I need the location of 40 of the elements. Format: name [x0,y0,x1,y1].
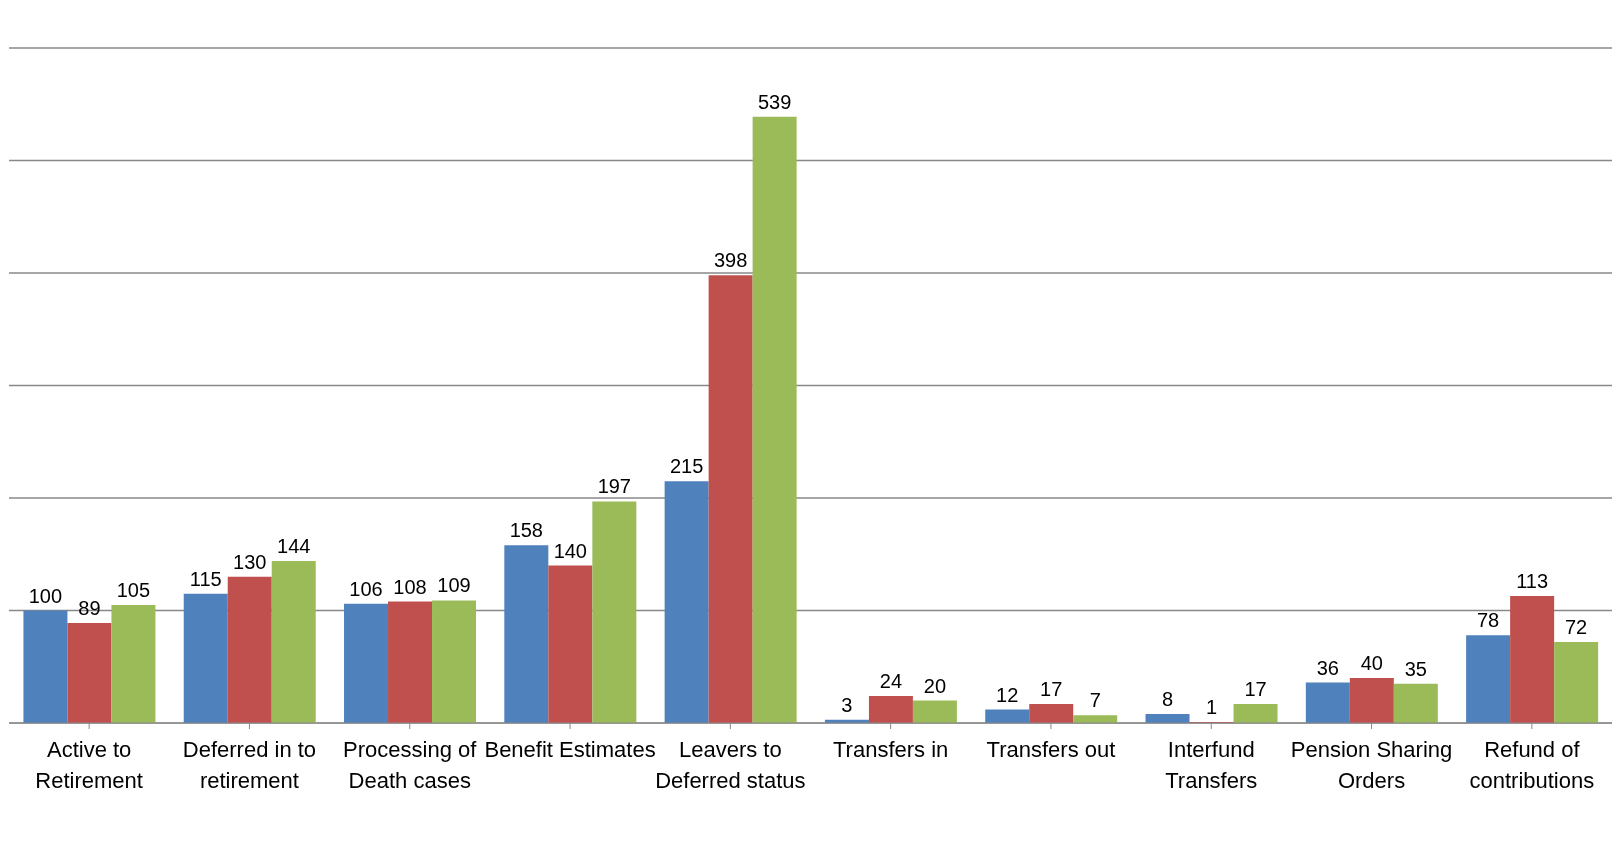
x-tick-label: Deferred in to retirement [182,737,317,793]
data-label: 7 [1089,689,1101,712]
data-label: 113 [1516,569,1549,592]
data-label: 40 [1360,652,1383,674]
data-label: 130 [233,550,267,573]
data-label: 140 [553,539,588,562]
data-label: 17 [1040,677,1063,700]
x-tick-label: Interfund Transfers [1165,737,1258,793]
x-tick-label: Transfers in [832,737,949,762]
data-label: 3 [841,693,853,716]
x-tick-label: Processing of Death cases [343,737,478,793]
data-label: 398 [713,249,748,272]
data-label: 78 [1477,609,1500,632]
data-label: 197 [597,475,632,498]
x-tick-label: Refund of contributions [1469,737,1595,793]
data-label: 144 [277,535,311,557]
x-tick-label: Benefit Estimates [484,737,656,762]
data-label: 105 [116,578,151,601]
data-label: 12 [996,683,1019,706]
x-tick-label: Transfers out [986,737,1116,762]
data-label: 36 [1316,656,1339,679]
data-label: 100 [28,584,63,607]
data-label: 35 [1404,657,1427,680]
data-label: 115 [189,567,222,590]
data-label: 106 [349,577,383,600]
data-label: 108 [393,575,427,598]
x-tick-label: Leavers to Deferred status [655,737,806,793]
data-label: 17 [1244,677,1267,700]
data-label: 1 [1205,695,1218,718]
x-tick-label: Active to Retirement [35,737,143,793]
data-label: 109 [437,574,471,597]
data-label: 89 [78,596,101,619]
data-label: 20 [923,674,947,697]
data-label: 72 [1565,616,1588,638]
data-label: 158 [509,519,544,542]
data-label: 24 [879,670,903,692]
data-label: 539 [757,90,792,113]
data-label: 215 [669,455,704,478]
data-label: 8 [1161,688,1174,710]
x-tick-label: Pension Sharing Orders [1290,737,1453,793]
